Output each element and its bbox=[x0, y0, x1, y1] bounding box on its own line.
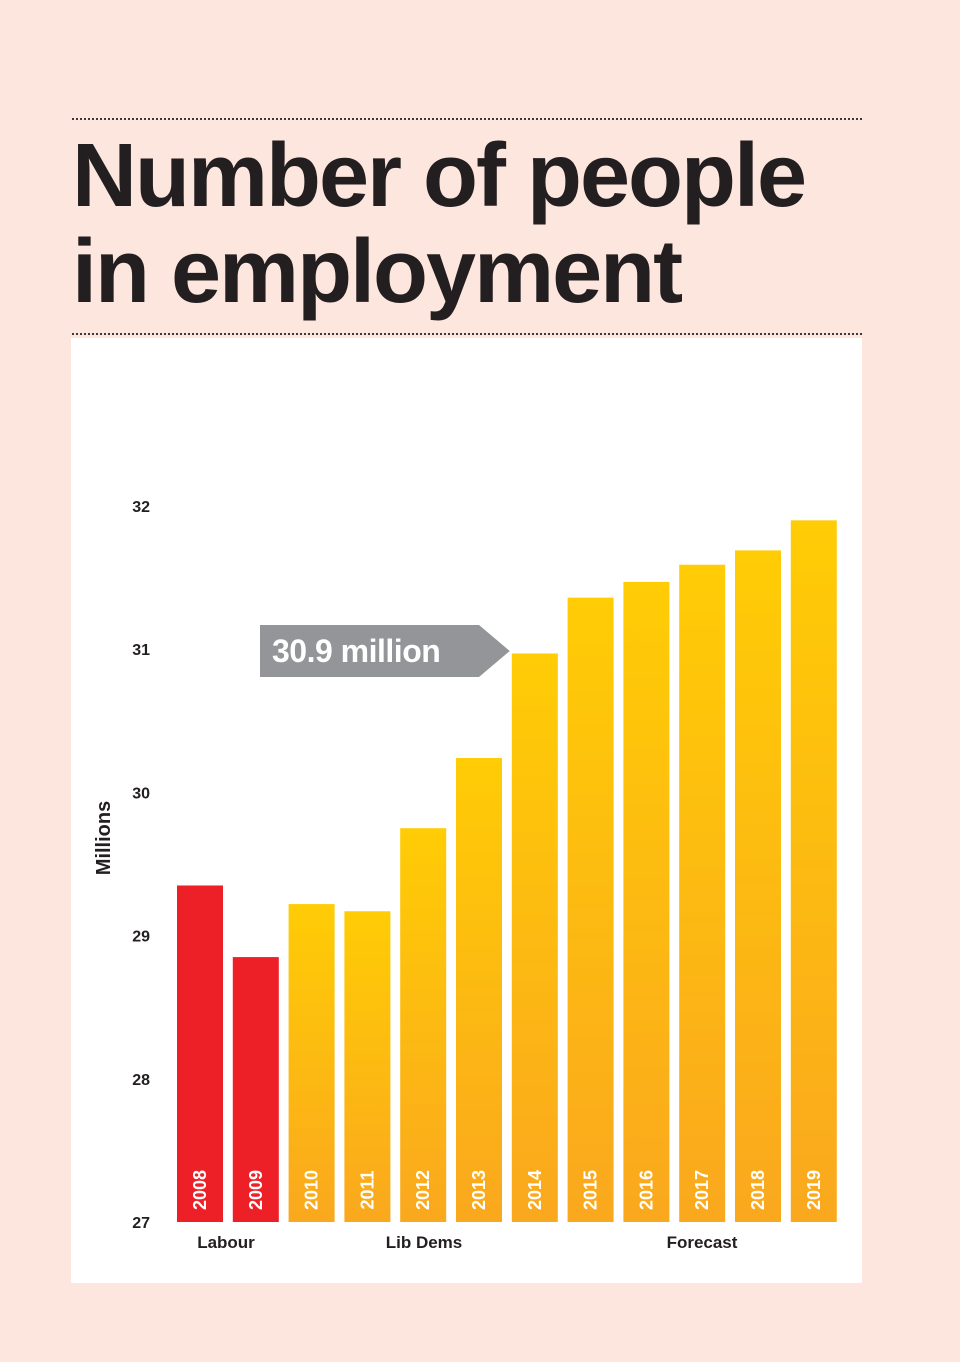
bar-year-label: 2017 bbox=[692, 1170, 712, 1210]
bar-2016 bbox=[623, 581, 670, 1222]
callout-text: 30.9 million bbox=[272, 633, 440, 669]
bar-2009 bbox=[232, 957, 279, 1222]
y-tick-label: 30 bbox=[132, 785, 150, 802]
title-line-2: in employment bbox=[72, 222, 683, 322]
bar-year-label: 2015 bbox=[581, 1170, 601, 1210]
bar-2018 bbox=[735, 550, 781, 1222]
title-divider-bottom bbox=[72, 333, 862, 335]
bar-year-label: 2011 bbox=[357, 1170, 377, 1209]
bar-2011 bbox=[344, 911, 391, 1222]
y-tick-label: 27 bbox=[132, 1215, 150, 1232]
title-divider-top bbox=[72, 118, 862, 120]
bar-year-label: 2016 bbox=[636, 1170, 656, 1210]
y-axis-ticks: 27 28 29 30 31 32 bbox=[132, 499, 150, 1232]
bar-year-label: 2010 bbox=[302, 1170, 322, 1210]
bar-year-label: 2012 bbox=[413, 1170, 433, 1210]
title-line-1: Number of people bbox=[72, 126, 807, 226]
bar-year-label: 2009 bbox=[246, 1170, 266, 1210]
bar-2019 bbox=[790, 520, 837, 1222]
group-labels: Labour Lib Dems Forecast bbox=[197, 1233, 738, 1252]
y-tick-label: 32 bbox=[132, 499, 150, 516]
bar-year-label: 2018 bbox=[748, 1170, 768, 1210]
bar-2010 bbox=[288, 904, 335, 1222]
bar-2017 bbox=[679, 564, 726, 1222]
bars: 2008 2009 2010 2011 2012 2013 2014 2015 2016 2017… bbox=[177, 520, 837, 1222]
group-label-lib-dems: Lib Dems bbox=[386, 1233, 463, 1252]
y-tick-label: 28 bbox=[132, 1072, 150, 1089]
bar-2015 bbox=[567, 597, 614, 1222]
chart-title: Number of people in employment bbox=[72, 128, 872, 320]
bar-year-label: 2014 bbox=[525, 1170, 545, 1210]
bar-year-label: 2008 bbox=[190, 1170, 210, 1210]
annotation-callout: 30.9 million bbox=[260, 625, 510, 677]
y-tick-label: 31 bbox=[132, 642, 150, 659]
y-tick-label: 29 bbox=[132, 929, 150, 946]
group-label-labour: Labour bbox=[197, 1233, 255, 1252]
bar-2008 bbox=[177, 885, 223, 1222]
group-label-forecast: Forecast bbox=[667, 1233, 738, 1252]
bar-2014 bbox=[511, 653, 558, 1222]
callout-arrow-shape bbox=[260, 625, 510, 677]
bar-2012 bbox=[400, 828, 447, 1222]
bar-year-label: 2013 bbox=[469, 1170, 489, 1210]
bar-year-label: 2019 bbox=[804, 1170, 824, 1210]
bar-2013 bbox=[456, 758, 502, 1222]
y-axis-title: Millions bbox=[93, 801, 115, 875]
